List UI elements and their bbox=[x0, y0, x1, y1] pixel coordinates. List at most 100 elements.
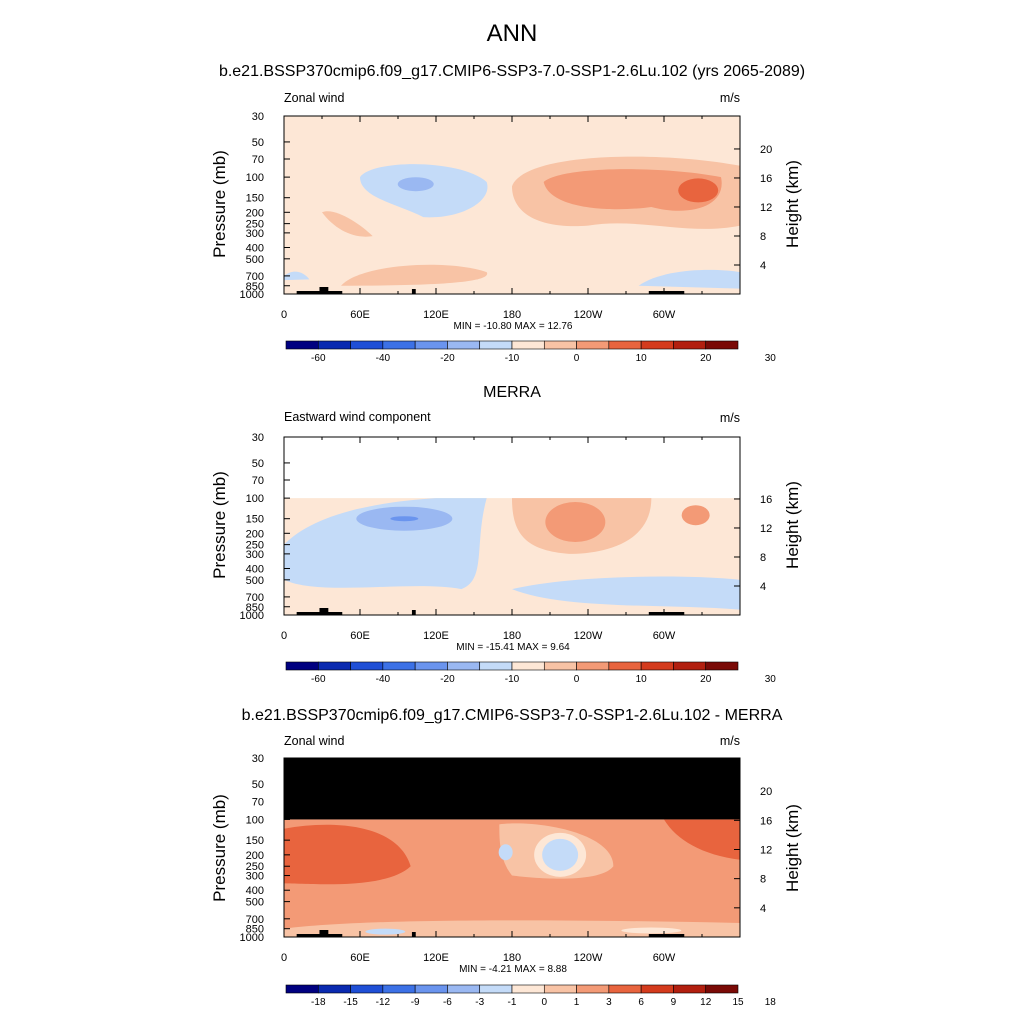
pressure-tick-label: 1000 bbox=[240, 610, 264, 622]
height-tick-label: 8 bbox=[760, 552, 766, 564]
colorbar-swatch bbox=[673, 340, 707, 350]
colorbar-swatch bbox=[511, 340, 545, 350]
pressure-tick-label: 1000 bbox=[240, 932, 264, 944]
pressure-tick-label: 70 bbox=[252, 796, 264, 808]
topography-mask bbox=[648, 612, 685, 615]
pressure-tick-label: 700 bbox=[246, 592, 264, 604]
panel-3-field bbox=[284, 758, 740, 937]
pressure-tick-label: 150 bbox=[246, 514, 264, 526]
pressure-tick-label: 500 bbox=[246, 575, 264, 587]
colorbar-swatch bbox=[673, 661, 707, 671]
longitude-tick-label: 180 bbox=[503, 630, 521, 642]
pressure-tick-label: 250 bbox=[246, 540, 264, 552]
pressure-tick-label: 30 bbox=[252, 432, 264, 444]
height-tick-label: 8 bbox=[760, 231, 766, 243]
longitude-tick-label: 60W bbox=[653, 952, 676, 964]
pressure-tick-label: 700 bbox=[246, 914, 264, 926]
height-tick-label: 4 bbox=[760, 581, 766, 593]
colorbar-label: 30 bbox=[765, 674, 777, 685]
longitude-tick-label: 120E bbox=[423, 309, 449, 321]
pressure-tick-label: 400 bbox=[246, 885, 264, 897]
height-tick-label: 12 bbox=[760, 202, 772, 214]
pressure-tick-label: 200 bbox=[246, 850, 264, 862]
figure-title: ANN bbox=[486, 20, 538, 47]
colorbar-swatch bbox=[447, 984, 481, 994]
topography-mask bbox=[319, 930, 329, 937]
panel-2-plot bbox=[283, 436, 741, 671]
pressure-tick-label: 250 bbox=[246, 219, 264, 231]
height-tick-label: 8 bbox=[760, 874, 766, 886]
field-contour-neg-surface-east bbox=[638, 269, 740, 289]
topography-mask bbox=[648, 934, 685, 937]
pressure-tick-label: 50 bbox=[252, 779, 264, 791]
colorbar-label: 0 bbox=[574, 353, 580, 364]
colorbar-swatch bbox=[640, 340, 674, 350]
colorbar-swatch bbox=[576, 984, 610, 994]
colorbar-label: -20 bbox=[440, 674, 455, 685]
colorbar-swatch bbox=[382, 340, 416, 350]
pressure-tick-label: 50 bbox=[252, 458, 264, 470]
colorbar-swatch bbox=[414, 340, 448, 350]
colorbar-label: 0 bbox=[574, 674, 580, 685]
field-contour-pos-east bbox=[681, 505, 710, 526]
pressure-tick-label: 70 bbox=[252, 154, 264, 166]
colorbar-label: -20 bbox=[440, 353, 455, 364]
colorbar-swatch bbox=[511, 984, 545, 994]
pressure-tick-label: 500 bbox=[246, 897, 264, 909]
panel-3-plot bbox=[283, 757, 741, 994]
colorbar-swatch bbox=[673, 984, 707, 994]
colorbar-label: 6 bbox=[638, 997, 644, 1008]
panel-1-minmax: MIN = -10.80 MAX = 12.76 bbox=[453, 321, 573, 332]
topography-mask bbox=[411, 610, 416, 615]
colorbar-swatch bbox=[285, 984, 319, 994]
colorbar-label: -60 bbox=[311, 353, 326, 364]
topography-mask bbox=[319, 287, 329, 294]
pressure-tick-label: 30 bbox=[252, 753, 264, 765]
field-contour-neg-surface bbox=[365, 928, 406, 935]
pressure-tick-label: 300 bbox=[246, 549, 264, 561]
longitude-tick-label: 0 bbox=[281, 630, 287, 642]
colorbar-label: 12 bbox=[700, 997, 712, 1008]
colorbar-swatch bbox=[705, 661, 739, 671]
pressure-tick-label: 400 bbox=[246, 242, 264, 254]
field-contour-neg-low bbox=[512, 576, 740, 610]
panel-1-left-string: Zonal wind bbox=[284, 91, 345, 105]
colorbar-label: -15 bbox=[343, 997, 358, 1008]
pressure-tick-label: 400 bbox=[246, 563, 264, 575]
field-contour-zero-surface bbox=[621, 927, 682, 934]
colorbar-swatch bbox=[317, 340, 351, 350]
colorbar-swatch bbox=[479, 661, 513, 671]
pressure-tick-label: 200 bbox=[246, 528, 264, 540]
pressure-tick-label: 300 bbox=[246, 871, 264, 883]
field-contour-pos-small bbox=[322, 211, 373, 237]
colorbar-swatch bbox=[414, 661, 448, 671]
panel-1-field bbox=[284, 116, 740, 294]
panel-2-left-string: Eastward wind component bbox=[284, 410, 431, 424]
height-tick-label: 16 bbox=[760, 173, 772, 185]
colorbar-swatch bbox=[705, 340, 739, 350]
panel-3-left-string: Zonal wind bbox=[284, 734, 345, 748]
colorbar-label: -60 bbox=[311, 674, 326, 685]
colorbar-label: -10 bbox=[505, 674, 520, 685]
longitude-tick-label: 60W bbox=[653, 630, 676, 642]
colorbar-swatch bbox=[350, 661, 384, 671]
pressure-tick-label: 100 bbox=[246, 493, 264, 505]
colorbar-swatch bbox=[382, 984, 416, 994]
height-tick-label: 4 bbox=[760, 260, 766, 272]
topography-mask bbox=[322, 612, 343, 615]
field-contour-max bbox=[678, 178, 719, 203]
colorbar-label: -9 bbox=[411, 997, 420, 1008]
colorbar-swatch bbox=[640, 661, 674, 671]
colorbar-swatch bbox=[543, 984, 577, 994]
colorbar-label: -40 bbox=[376, 674, 391, 685]
pressure-tick-label: 850 bbox=[246, 924, 264, 936]
pressure-tick-label: 300 bbox=[246, 228, 264, 240]
colorbar-label: -12 bbox=[376, 997, 391, 1008]
colorbar-swatch bbox=[285, 661, 319, 671]
colorbar-label: 18 bbox=[765, 997, 777, 1008]
colorbar-label: 30 bbox=[765, 353, 777, 364]
topography-mask bbox=[648, 291, 685, 294]
pressure-tick-label: 250 bbox=[246, 861, 264, 873]
longitude-tick-label: 120E bbox=[423, 630, 449, 642]
topography-mask bbox=[411, 932, 416, 937]
